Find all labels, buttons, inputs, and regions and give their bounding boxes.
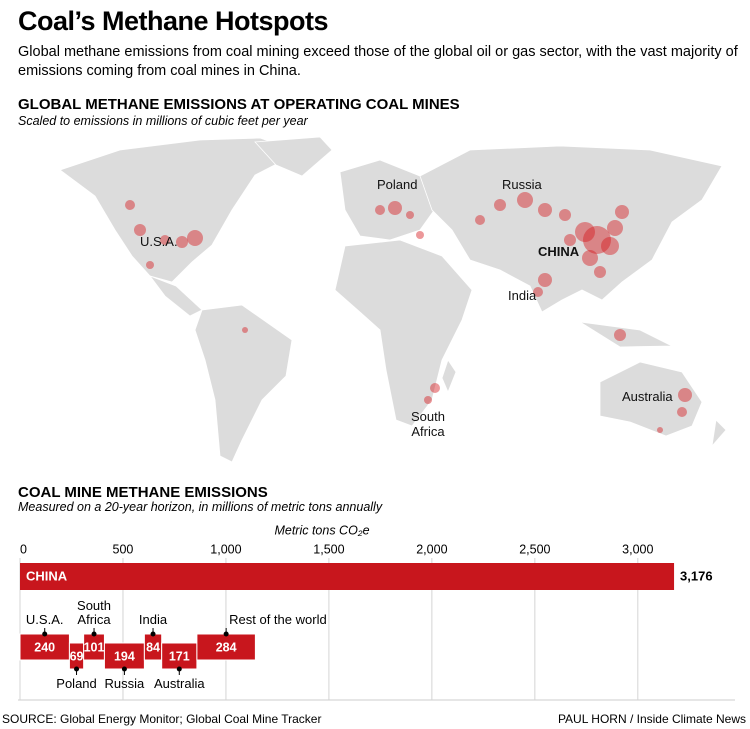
- leader-dot: [74, 666, 80, 672]
- segment-value: 69: [70, 649, 84, 663]
- segment: [103, 642, 145, 670]
- chart-subtitle: Measured on a 20-year horizon, in millio…: [18, 500, 383, 514]
- segment: [196, 633, 256, 661]
- x-tick-label: 3,000: [622, 542, 653, 556]
- map-label: U.S.A.: [140, 234, 178, 249]
- segment-name: U.S.A.: [25, 612, 64, 627]
- segment-value: 171: [169, 649, 190, 663]
- segment-value: 84: [146, 640, 160, 654]
- x-axis-label: Metric tons CO₂e: [274, 523, 369, 537]
- mine-dots: [125, 192, 692, 433]
- chart-title: COAL MINE METHANE EMISSIONS: [18, 484, 268, 501]
- source: SOURCE: Global Energy Monitor; Global Co…: [2, 712, 322, 726]
- x-tick-label: 0: [20, 542, 27, 556]
- title: Coal’s Methane Hotspots: [18, 6, 329, 36]
- leader-dot: [91, 631, 97, 637]
- leader-dot: [176, 666, 182, 672]
- segment-name: India: [138, 612, 168, 627]
- leader-dot: [150, 631, 156, 637]
- subtitle: Global methane emissions from coal minin…: [18, 44, 738, 79]
- segment-name: Australia: [153, 676, 205, 691]
- segment-name: South Africa: [77, 598, 112, 627]
- bar-category: CHINA: [26, 568, 68, 583]
- map-label: Poland: [377, 177, 418, 192]
- leader-dot: [223, 631, 229, 637]
- map-label: Russia: [502, 177, 542, 192]
- x-tick-label: 1,000: [210, 542, 241, 556]
- segment-value: 194: [114, 649, 135, 663]
- x-tick-label: 500: [113, 542, 134, 556]
- segment-value: 240: [34, 640, 55, 654]
- map-subtitle: Scaled to emissions in millions of cubic…: [18, 114, 308, 128]
- leader-dot: [42, 631, 48, 637]
- x-tick-label: 2,000: [416, 542, 447, 556]
- x-tick-label: 1,500: [313, 542, 344, 556]
- credit: PAUL HORN / Inside Climate News: [557, 712, 746, 726]
- segment-name: Russia: [104, 676, 145, 691]
- x-tick-label: 2,500: [519, 542, 550, 556]
- bar: [20, 563, 675, 590]
- segment-value: 101: [84, 640, 105, 654]
- segment-value: 284: [216, 640, 237, 654]
- map-title: GLOBAL METHANE EMISSIONS AT OPERATING CO…: [18, 96, 460, 113]
- value-label: 3,176: [680, 568, 713, 583]
- world-map: [59, 136, 727, 463]
- map-label: Australia: [622, 389, 673, 404]
- map-label: South Africa: [411, 409, 445, 439]
- leader-dot: [121, 666, 127, 672]
- segment-name: Rest of the world: [229, 612, 327, 627]
- map-label: CHINA: [538, 244, 580, 259]
- map-label: India: [508, 288, 537, 303]
- segment-name: Poland: [56, 676, 97, 691]
